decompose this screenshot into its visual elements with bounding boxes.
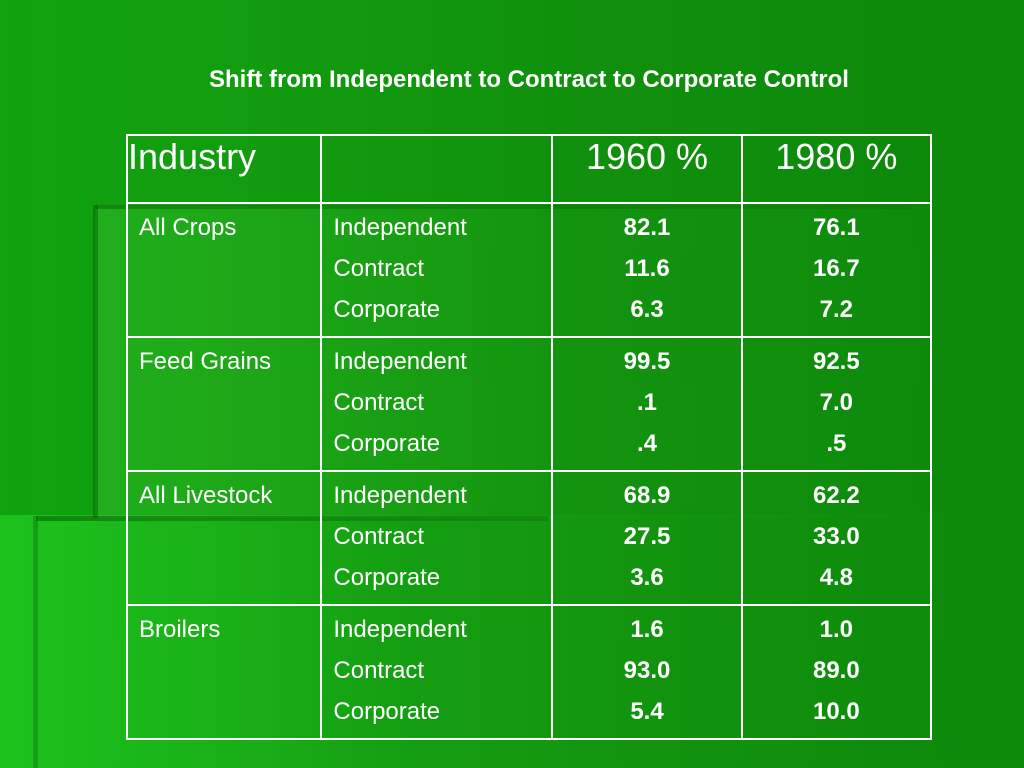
control-cell: Independent Contract Corporate <box>320 604 554 740</box>
industry-cell: All Livestock <box>125 470 323 606</box>
industry-name: Broilers <box>139 616 221 643</box>
header-1960: 1960 % <box>551 134 743 204</box>
control-label: Corporate <box>333 698 441 725</box>
control-label: Independent <box>333 616 467 643</box>
industry-cell: All Crops <box>125 202 323 338</box>
value-1960: 99.5 <box>623 348 671 375</box>
header-1980: 1980 % <box>740 134 933 204</box>
control-label: Contract <box>333 657 425 684</box>
control-label: Independent <box>333 214 467 241</box>
value-1980: 7.0 <box>819 389 854 416</box>
value-1960: 82.1 <box>623 214 671 241</box>
value-1960-cell: 68.9 27.5 3.6 <box>551 470 743 606</box>
value-1980-cell: 92.5 7.0 .5 <box>740 336 933 472</box>
value-1960: 5.4 <box>630 698 664 725</box>
control-shift-table: Industry 1960 % 1980 % All Crops Indepen… <box>125 134 933 740</box>
value-1980: 33.0 <box>812 523 860 550</box>
value-1960: 27.5 <box>623 523 671 550</box>
control-label: Corporate <box>333 296 441 323</box>
control-label: Independent <box>333 482 467 509</box>
control-cell: Independent Contract Corporate <box>320 470 554 606</box>
table-row: All Livestock Independent Contract Corpo… <box>125 470 933 606</box>
value-1980: 4.8 <box>819 564 854 591</box>
control-label: Corporate <box>333 430 441 457</box>
industry-cell: Broilers <box>125 604 323 740</box>
value-1980: 7.2 <box>819 296 854 323</box>
industry-cell: Feed Grains <box>125 336 323 472</box>
table-row: Feed Grains Independent Contract Corpora… <box>125 336 933 472</box>
value-1980: 89.0 <box>812 657 860 684</box>
header-control-type <box>320 134 554 204</box>
value-1960: 11.6 <box>624 255 670 282</box>
value-1960-cell: 82.1 11.6 6.3 <box>551 202 743 338</box>
value-1960-cell: 99.5 .1 .4 <box>551 336 743 472</box>
control-label: Contract <box>333 389 425 416</box>
value-1980: 62.2 <box>812 482 860 509</box>
table-row: All Crops Independent Contract Corporate… <box>125 202 933 338</box>
value-1980-cell: 76.1 16.7 7.2 <box>740 202 933 338</box>
header-industry: Industry <box>125 134 323 204</box>
control-cell: Independent Contract Corporate <box>320 202 554 338</box>
value-1960: 3.6 <box>630 564 664 591</box>
value-1960: .4 <box>636 430 657 457</box>
value-1980: 16.7 <box>812 255 860 282</box>
value-1980: 1.0 <box>819 616 854 643</box>
value-1960: 93.0 <box>623 657 671 684</box>
value-1960: 68.9 <box>623 482 671 509</box>
control-cell: Independent Contract Corporate <box>320 336 554 472</box>
control-label: Independent <box>333 348 467 375</box>
industry-name: All Livestock <box>139 482 273 509</box>
table-header-row: Industry 1960 % 1980 % <box>125 134 933 204</box>
value-1980-cell: 62.2 33.0 4.8 <box>740 470 933 606</box>
background-accent-line <box>33 516 38 768</box>
slide-title: Shift from Independent to Contract to Co… <box>209 66 849 93</box>
value-1960: 1.6 <box>630 616 664 643</box>
value-1960: 6.3 <box>630 296 664 323</box>
background-accent-line <box>93 205 98 518</box>
table-row: Broilers Independent Contract Corporate … <box>125 604 933 740</box>
industry-name: Feed Grains <box>139 348 272 375</box>
value-1980-cell: 1.0 89.0 10.0 <box>740 604 933 740</box>
value-1980: 92.5 <box>812 348 860 375</box>
control-label: Contract <box>333 255 425 282</box>
value-1980: 10.0 <box>812 698 860 725</box>
value-1980: 76.1 <box>812 214 860 241</box>
control-label: Contract <box>333 523 425 550</box>
value-1960-cell: 1.6 93.0 5.4 <box>551 604 743 740</box>
industry-name: All Crops <box>139 214 237 241</box>
control-label: Corporate <box>333 564 441 591</box>
value-1980: .5 <box>826 430 847 457</box>
value-1960: .1 <box>636 389 657 416</box>
